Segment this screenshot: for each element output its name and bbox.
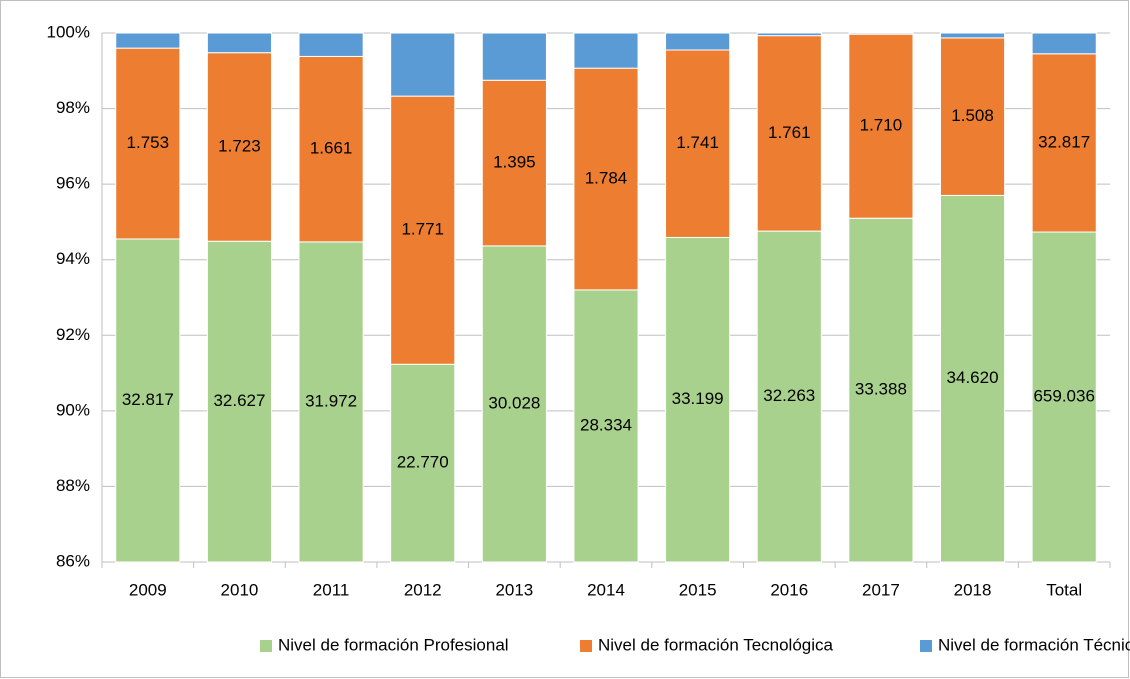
- y-tick-label: 92%: [56, 325, 90, 344]
- bar-segment: [756, 230, 822, 563]
- x-tick-label: 2014: [587, 580, 625, 599]
- data-label: 32.817: [122, 390, 174, 409]
- bar-segment: [573, 289, 639, 563]
- data-label: 30.028: [488, 393, 540, 412]
- bar-segment: [481, 79, 547, 247]
- data-label: 33.199: [672, 389, 724, 408]
- x-tick-label: Total: [1046, 580, 1082, 599]
- legend-swatch: [580, 640, 592, 652]
- x-tick-label: 2012: [404, 580, 442, 599]
- bar-segment: [573, 67, 639, 291]
- legend-label: Nivel de formación Tecnológica: [598, 635, 834, 654]
- legend-label: Nivel de formación Profesional: [278, 635, 509, 654]
- bar-segment: [939, 194, 1006, 563]
- data-label: 1.395: [493, 153, 536, 172]
- bar-segment: [1031, 53, 1097, 233]
- bar-segment: [665, 32, 731, 51]
- bar-segment: [206, 32, 273, 54]
- bar-segment: [298, 241, 364, 563]
- bar-segment: [756, 32, 822, 37]
- data-label: 32.817: [1038, 132, 1090, 151]
- bar-segment: [115, 47, 181, 240]
- bar-segment: [665, 236, 731, 563]
- bar-segment: [298, 32, 364, 57]
- bar-segment: [665, 49, 731, 238]
- bar-segment: [481, 245, 547, 563]
- bar-segment: [390, 363, 456, 563]
- x-tick-label: 2018: [954, 580, 992, 599]
- data-label: 1.661: [310, 139, 353, 158]
- bar-segment: [848, 32, 914, 35]
- y-tick-label: 94%: [56, 249, 90, 268]
- legend-label: Nivel de formación Técnica: [938, 635, 1130, 654]
- y-tick-label: 90%: [56, 400, 90, 419]
- data-label: 1.741: [676, 133, 719, 152]
- data-label: 1.761: [768, 123, 811, 142]
- data-label: 31.972: [305, 391, 357, 410]
- data-label: 1.753: [127, 133, 170, 152]
- data-label: 33.388: [855, 380, 907, 399]
- x-tick-label: 2017: [862, 580, 900, 599]
- x-tick-label: 2009: [129, 580, 167, 599]
- data-label: 28.334: [580, 415, 632, 434]
- bar-segment: [390, 32, 456, 97]
- data-label: 34.620: [947, 368, 999, 387]
- legend-swatch: [260, 640, 272, 652]
- legend-swatch: [920, 640, 932, 652]
- bar-segment: [298, 55, 364, 243]
- x-tick-label: 2015: [679, 580, 717, 599]
- bar-segment: [848, 217, 914, 563]
- bar-segment: [1031, 32, 1097, 55]
- x-tick-label: 2010: [221, 580, 259, 599]
- data-label: 32.627: [213, 391, 265, 410]
- bar-segment: [390, 95, 456, 365]
- x-tick-label: 2016: [770, 580, 808, 599]
- bar-segment: [939, 32, 1006, 39]
- bar-segment: [481, 32, 547, 81]
- data-label: 659.036: [1033, 386, 1094, 405]
- bar-segment: [115, 238, 181, 563]
- x-tick-label: 2011: [313, 580, 350, 599]
- y-tick-label: 98%: [56, 98, 90, 117]
- bar-segment: [939, 37, 1006, 196]
- data-label: 1.723: [218, 136, 261, 155]
- y-tick-label: 88%: [56, 476, 90, 495]
- bar-segment: [115, 32, 181, 49]
- y-tick-label: 96%: [56, 174, 90, 193]
- bar-segment: [573, 32, 639, 69]
- data-label: 1.710: [860, 116, 903, 135]
- bar-segment: [848, 33, 914, 219]
- data-label: 1.784: [585, 169, 628, 188]
- data-label: 1.771: [401, 220, 444, 239]
- bar-segment: [206, 52, 273, 242]
- x-tick-label: 2013: [495, 580, 533, 599]
- bar-segment: [1031, 231, 1097, 563]
- y-tick-label: 100%: [47, 22, 90, 41]
- bar-segment: [756, 35, 822, 232]
- data-label: 1.508: [951, 106, 994, 125]
- data-label: 22.770: [397, 453, 449, 472]
- y-tick-label: 86%: [56, 551, 90, 570]
- data-label: 32.263: [763, 386, 815, 405]
